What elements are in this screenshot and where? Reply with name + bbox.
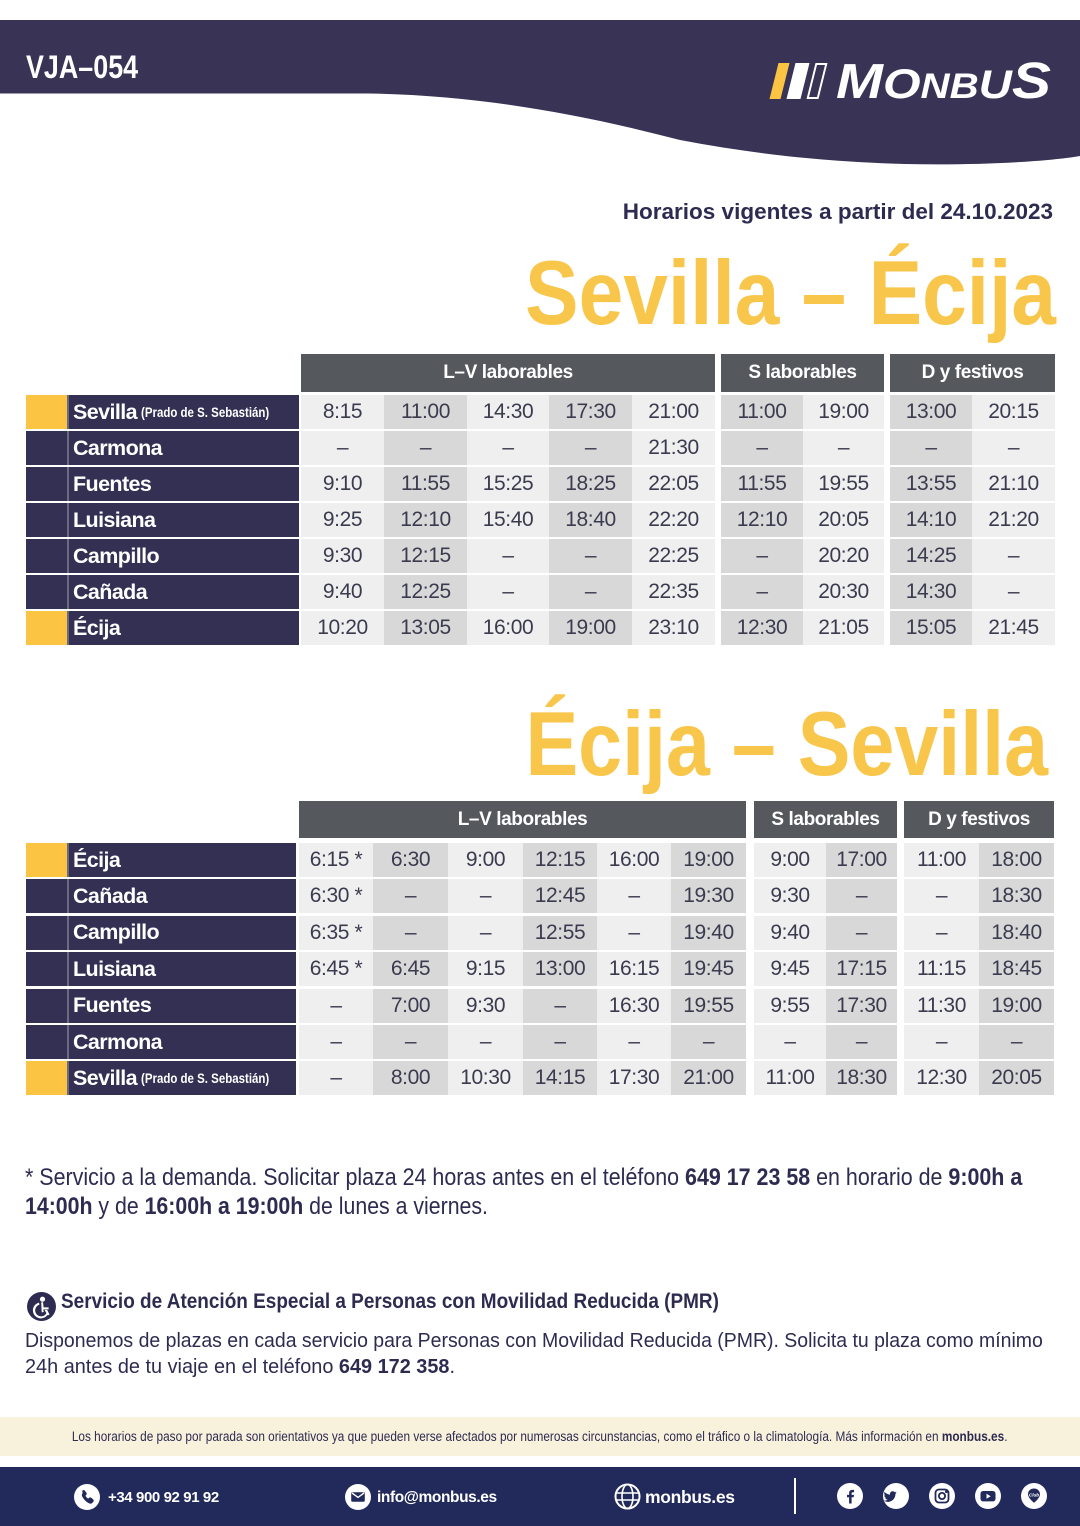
svg-text:Club: Club [1029, 1493, 1039, 1498]
